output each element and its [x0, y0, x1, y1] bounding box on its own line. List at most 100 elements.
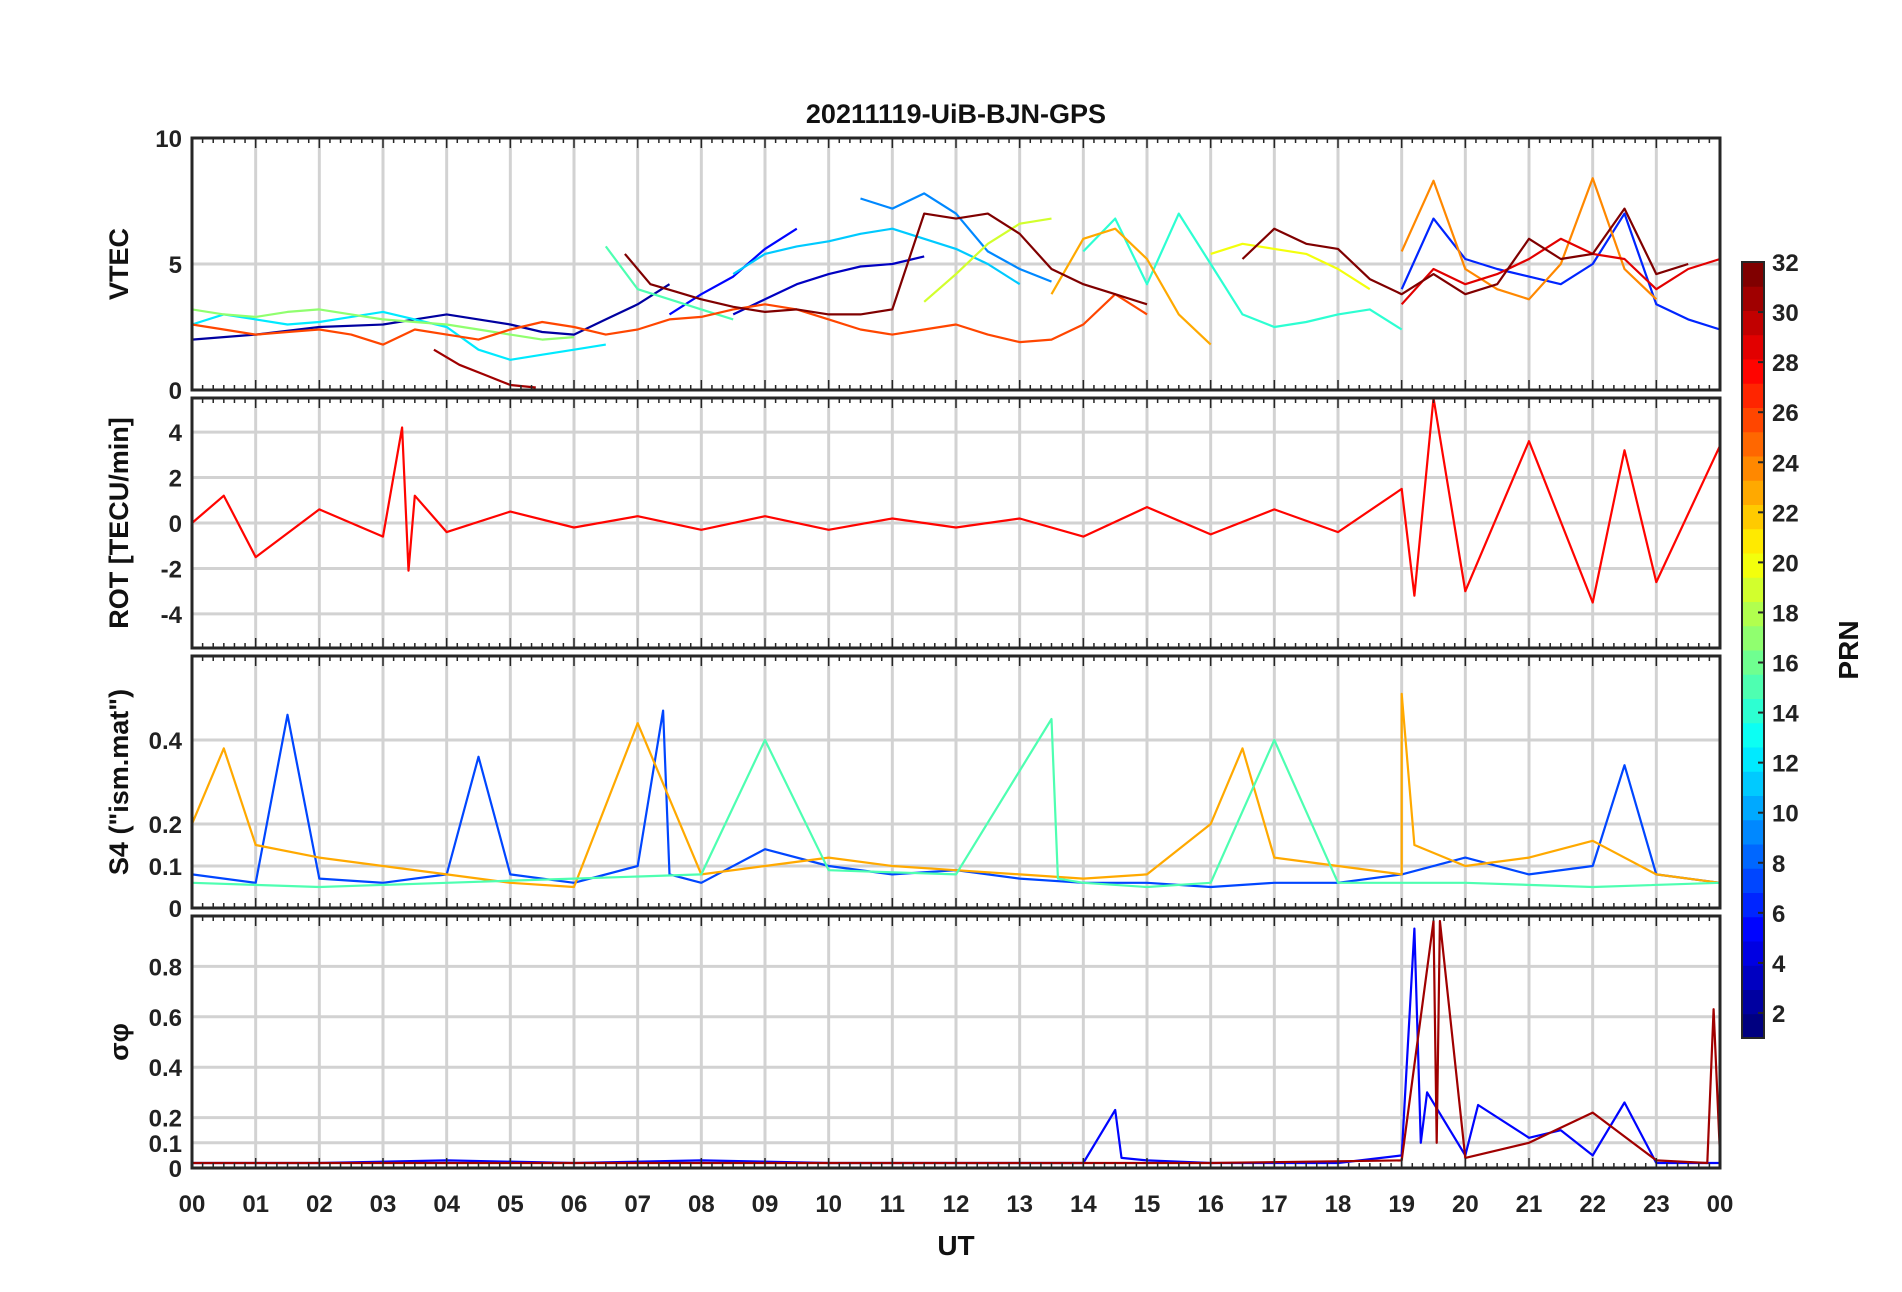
colorbar-segment: [1742, 674, 1764, 699]
series-line-prn-17: [192, 308, 575, 341]
colorbar-tick-label: 14: [1772, 701, 1799, 728]
series-line-prn-29: [1400, 237, 1720, 306]
colorbar-segment: [1742, 407, 1764, 433]
series-line-prn-31: [433, 348, 536, 389]
series-line-prn-11: [732, 227, 1021, 286]
colorbar-segment: [1742, 553, 1764, 578]
x-tick-label: 21: [1516, 1191, 1543, 1218]
y-tick-label: 5: [169, 252, 182, 279]
series-group: [192, 177, 1720, 389]
colorbar-segment: [1742, 310, 1764, 336]
y-tick-label: 0.1: [149, 1131, 182, 1158]
series-line-prn-23: [1050, 227, 1212, 346]
series-line-prn-9: [860, 192, 1052, 283]
colorbar-label: PRN: [1833, 620, 1864, 679]
x-tick-label: 22: [1579, 1191, 1606, 1218]
colorbar-segment: [1742, 698, 1764, 724]
panel-vtec: 0 5 10 VTEC: [104, 126, 1722, 405]
series-group: [192, 692, 1720, 889]
x-tick-label: 04: [433, 1191, 460, 1218]
colorbar-segment: [1742, 819, 1764, 845]
colorbar-tick-label: 30: [1772, 300, 1799, 327]
series-line-prn-32: [1241, 207, 1689, 296]
colorbar-segment: [1742, 383, 1764, 408]
x-tick-label: 05: [497, 1191, 524, 1218]
colorbar-segment: [1742, 989, 1764, 1015]
colorbar-segment: [1742, 359, 1764, 384]
colorbar-tick-label: 8: [1772, 851, 1785, 878]
x-axis-ticks: 00 01 02 03 04 05 06 07 08 09 10 11 12 13 14 15 16 17 18 19…: [179, 1191, 1734, 1218]
colorbar-segment: [1742, 965, 1764, 990]
colorbar-tick-label: 22: [1772, 500, 1799, 527]
colorbar-frame: [1741, 261, 1765, 1039]
x-tick-label: 15: [1134, 1191, 1161, 1218]
colorbar-tick-label: 12: [1772, 751, 1799, 778]
colorbar-segment: [1742, 868, 1764, 893]
y-axis-label: ROT [TECU/min]: [104, 417, 134, 628]
y-tick-label: 0.4: [149, 1055, 183, 1082]
colorbar-tick-label: 4: [1772, 951, 1786, 978]
x-tick-label: 20: [1452, 1191, 1479, 1218]
colorbar-tick-label: 16: [1772, 651, 1799, 678]
series-line-prn-24: [1400, 177, 1658, 301]
x-tick-label: 14: [1070, 1191, 1097, 1218]
y-tick-label: 0: [169, 1156, 182, 1183]
colorbar-segment: [1742, 528, 1764, 554]
series-line-prn-14: [1082, 212, 1403, 331]
colorbar-segment: [1742, 625, 1764, 651]
series-line-prn-20: [1210, 242, 1371, 291]
series-line-prn-26: [192, 293, 1148, 346]
x-tick-label: 16: [1197, 1191, 1224, 1218]
x-tick-label: 07: [624, 1191, 651, 1218]
x-tick-label: 12: [943, 1191, 970, 1218]
y-tick-label: 0: [169, 896, 182, 923]
y-tick-label: 0: [169, 511, 182, 538]
series-line-prn-12: [192, 310, 606, 361]
panel-s4: 0 0.1 0.2 0.4 S4 ("ism.mat"): [104, 654, 1722, 923]
y-tick-label: 10: [155, 126, 182, 153]
y-axis-label: σφ: [104, 1023, 134, 1061]
y-tick-label: -2: [161, 556, 182, 583]
colorbar-segment: [1742, 1013, 1764, 1039]
y-tick-label: 0.6: [149, 1005, 182, 1032]
y-tick-label: 0.1: [149, 854, 182, 881]
colorbar-segment: [1742, 795, 1764, 821]
series-line-prn-32: [624, 212, 1148, 316]
colorbar-segment: [1742, 916, 1764, 942]
colorbar-tick-label: 24: [1772, 450, 1799, 477]
colorbar-segment: [1742, 941, 1764, 966]
x-tick-label: 01: [242, 1191, 269, 1218]
colorbar-segment: [1742, 577, 1764, 602]
y-tick-label: 4: [169, 420, 183, 447]
x-tick-label: 18: [1325, 1191, 1352, 1218]
colorbar-segment: [1742, 431, 1764, 457]
colorbar-segment: [1742, 601, 1764, 627]
y-tick-label: 0.8: [149, 954, 182, 981]
colorbar-segment: [1742, 504, 1764, 530]
y-axis-label: S4 ("ism.mat"): [104, 689, 134, 875]
colorbar-segment: [1742, 650, 1764, 675]
series-line-prn-6: [1400, 212, 1720, 331]
colorbar-segment: [1742, 334, 1764, 360]
colorbar-tick-label: 32: [1772, 250, 1799, 277]
series-line-prn-2: [192, 283, 671, 341]
colorbar-tick-label: 18: [1772, 600, 1799, 627]
x-tick-label: 10: [815, 1191, 842, 1218]
colorbar-segment: [1742, 262, 1764, 287]
x-tick-label: 11: [880, 1191, 905, 1218]
colorbar-tick-label: 2: [1772, 1001, 1785, 1028]
x-tick-label: 00: [179, 1191, 206, 1218]
series-group: [192, 398, 1720, 604]
colorbar-segment: [1742, 844, 1764, 869]
x-tick-label: 08: [688, 1191, 715, 1218]
x-axis-label: UT: [937, 1230, 974, 1261]
y-tick-label: 0.2: [149, 812, 182, 839]
x-tick-label: 06: [561, 1191, 588, 1218]
y-tick-label: 2: [169, 466, 182, 493]
x-tick-label: 09: [752, 1191, 779, 1218]
colorbar-tick-label: 20: [1772, 550, 1799, 577]
x-tick-label: 03: [370, 1191, 397, 1218]
series-line-prn-15: [192, 717, 1720, 889]
x-tick-label: 13: [1006, 1191, 1033, 1218]
